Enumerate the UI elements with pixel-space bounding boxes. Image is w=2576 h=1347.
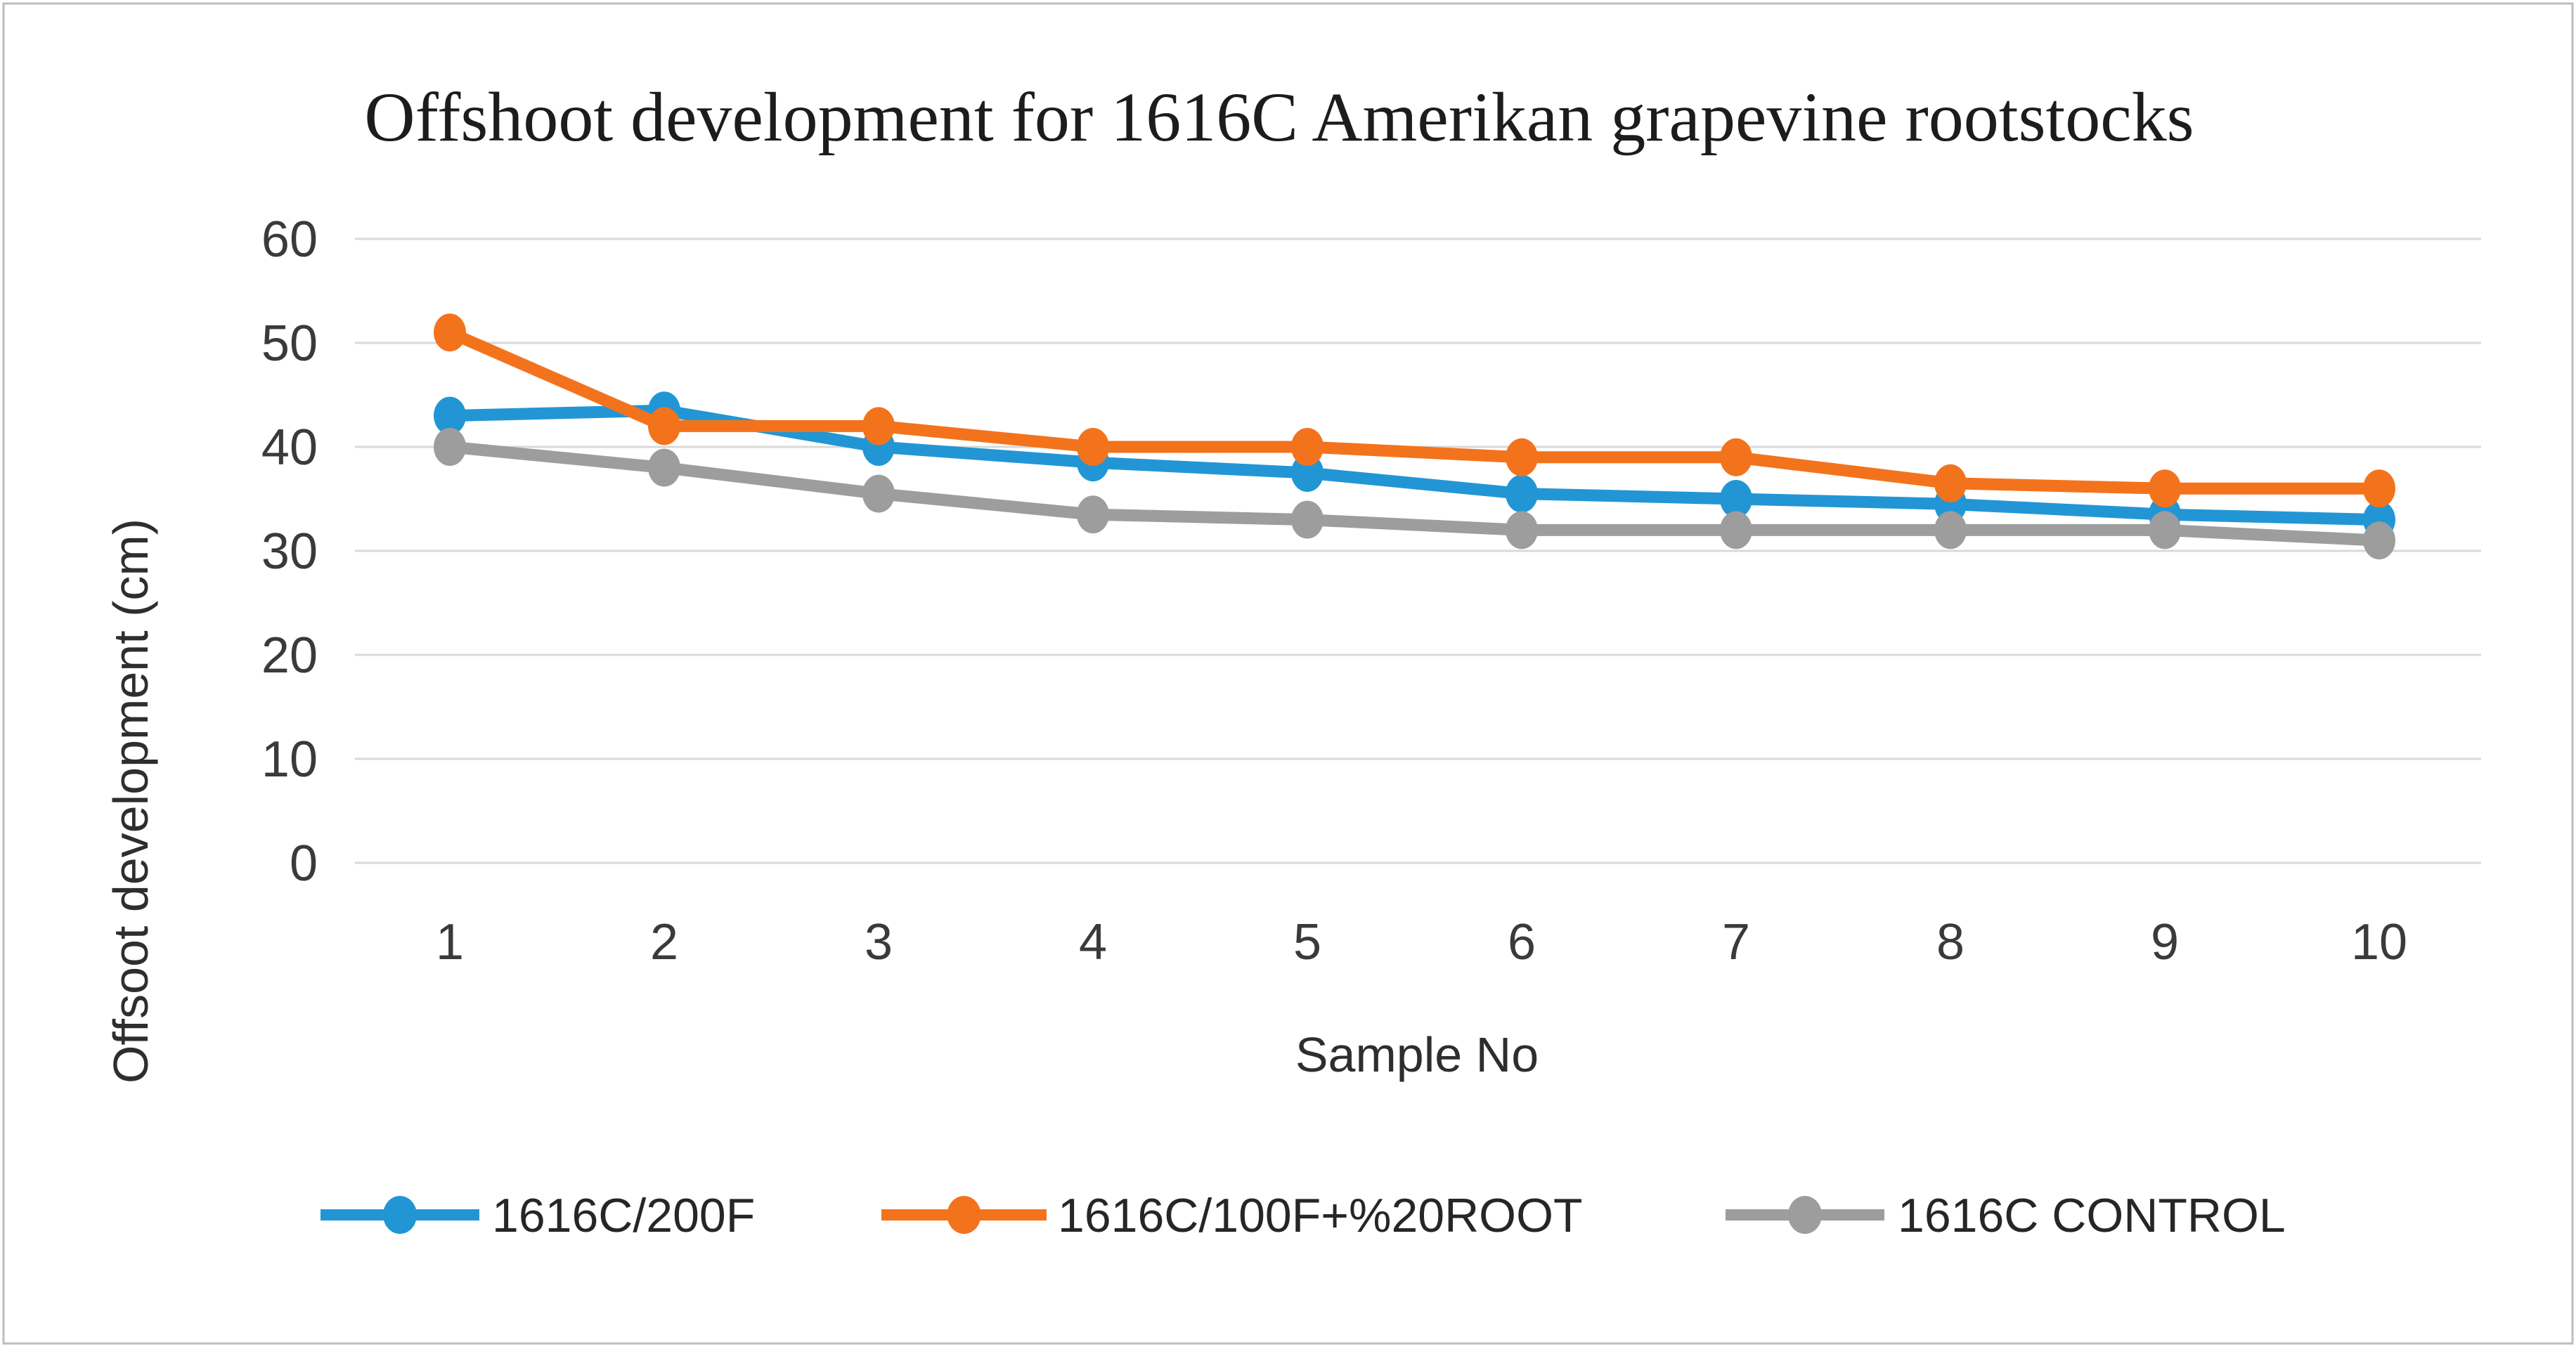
- series-line-1616c-control: [444, 441, 2386, 547]
- x-tick-label: 9: [2151, 914, 2179, 970]
- series-group: [434, 313, 2395, 560]
- x-axis-tick-labels: 1 2 3 4 5 6 7 8 9 10: [436, 914, 2407, 970]
- y-axis-tick-labels: 0 10 20 30 40 50 60: [261, 212, 318, 892]
- data-point-1616c-100f-20root: [1720, 438, 1752, 476]
- data-point-1616c-control: [1291, 500, 1323, 539]
- y-tick-label: 10: [261, 731, 318, 788]
- data-point-1616c-100f-20root: [434, 313, 466, 352]
- data-point-1616c-100f-20root: [862, 407, 895, 445]
- data-point-1616c-100f-20root: [2149, 469, 2181, 508]
- data-point-1616c-control: [1934, 511, 1967, 549]
- legend-item-1616c-200f: 1616C/200F: [321, 1189, 755, 1242]
- data-point-1616c-100f-20root: [1934, 464, 1967, 502]
- legend-label: 1616C CONTROL: [1898, 1189, 2286, 1242]
- data-point-1616c-control: [1506, 511, 1538, 549]
- data-point-1616c-control: [1720, 511, 1752, 549]
- series-1616c-control: [434, 428, 2395, 560]
- x-tick-label: 4: [1079, 914, 1107, 970]
- data-point-1616c-control: [434, 428, 466, 466]
- legend-marker-dot: [947, 1196, 981, 1234]
- chart-title: Offshoot development for 1616C Amerikan …: [364, 78, 2194, 156]
- data-point-1616c-200f: [1720, 480, 1752, 518]
- data-point-1616c-control: [648, 448, 680, 487]
- y-tick-label: 40: [261, 419, 318, 476]
- data-point-1616c-200f: [434, 396, 466, 435]
- x-tick-label: 6: [1508, 914, 1536, 970]
- x-axis-title: Sample No: [1295, 1027, 1539, 1082]
- data-point-1616c-100f-20root: [1077, 428, 1109, 466]
- legend-label: 1616C/100F+%20ROOT: [1058, 1189, 1583, 1242]
- legend-item-1616c-100f-20root: 1616C/100F+%20ROOT: [881, 1189, 1583, 1242]
- data-point-1616c-200f: [1291, 454, 1323, 492]
- x-tick-label: 5: [1293, 914, 1321, 970]
- x-tick-label: 7: [1722, 914, 1750, 970]
- series-line-1616c-100f-20root: [444, 326, 2386, 495]
- series-1616c-200f: [434, 391, 2395, 539]
- data-point-1616c-control: [2149, 511, 2181, 549]
- legend-label: 1616C/200F: [492, 1189, 755, 1242]
- x-tick-label: 10: [2351, 914, 2407, 970]
- y-tick-label: 20: [261, 627, 318, 684]
- legend-marker-dot: [383, 1196, 417, 1234]
- data-point-1616c-control: [862, 474, 895, 513]
- data-point-1616c-100f-20root: [648, 407, 680, 445]
- data-point-1616c-100f-20root: [2363, 469, 2395, 508]
- x-tick-label: 2: [650, 914, 678, 970]
- y-tick-label: 30: [261, 523, 318, 580]
- data-point-1616c-control: [2363, 521, 2395, 560]
- data-point-1616c-100f-20root: [1291, 428, 1323, 466]
- y-tick-label: 50: [261, 315, 318, 372]
- gridlines-group: [355, 237, 2481, 864]
- data-point-1616c-200f: [1506, 474, 1538, 513]
- y-axis-title: Offsoot development (cm): [103, 519, 158, 1084]
- x-tick-label: 3: [865, 914, 893, 970]
- data-point-1616c-100f-20root: [1506, 438, 1538, 476]
- series-1616c-100f-20root: [434, 313, 2395, 508]
- x-tick-label: 8: [1936, 914, 1965, 970]
- y-tick-label: 60: [261, 212, 318, 268]
- legend: 1616C/200F 1616C/100F+%20ROOT 1616C CONTRO…: [321, 1189, 2286, 1242]
- y-tick-label: 0: [290, 835, 318, 892]
- x-tick-label: 1: [436, 914, 464, 970]
- data-point-1616c-control: [1077, 495, 1109, 534]
- legend-marker-dot: [1788, 1196, 1822, 1234]
- legend-item-1616c-control: 1616C CONTROL: [1726, 1189, 2286, 1242]
